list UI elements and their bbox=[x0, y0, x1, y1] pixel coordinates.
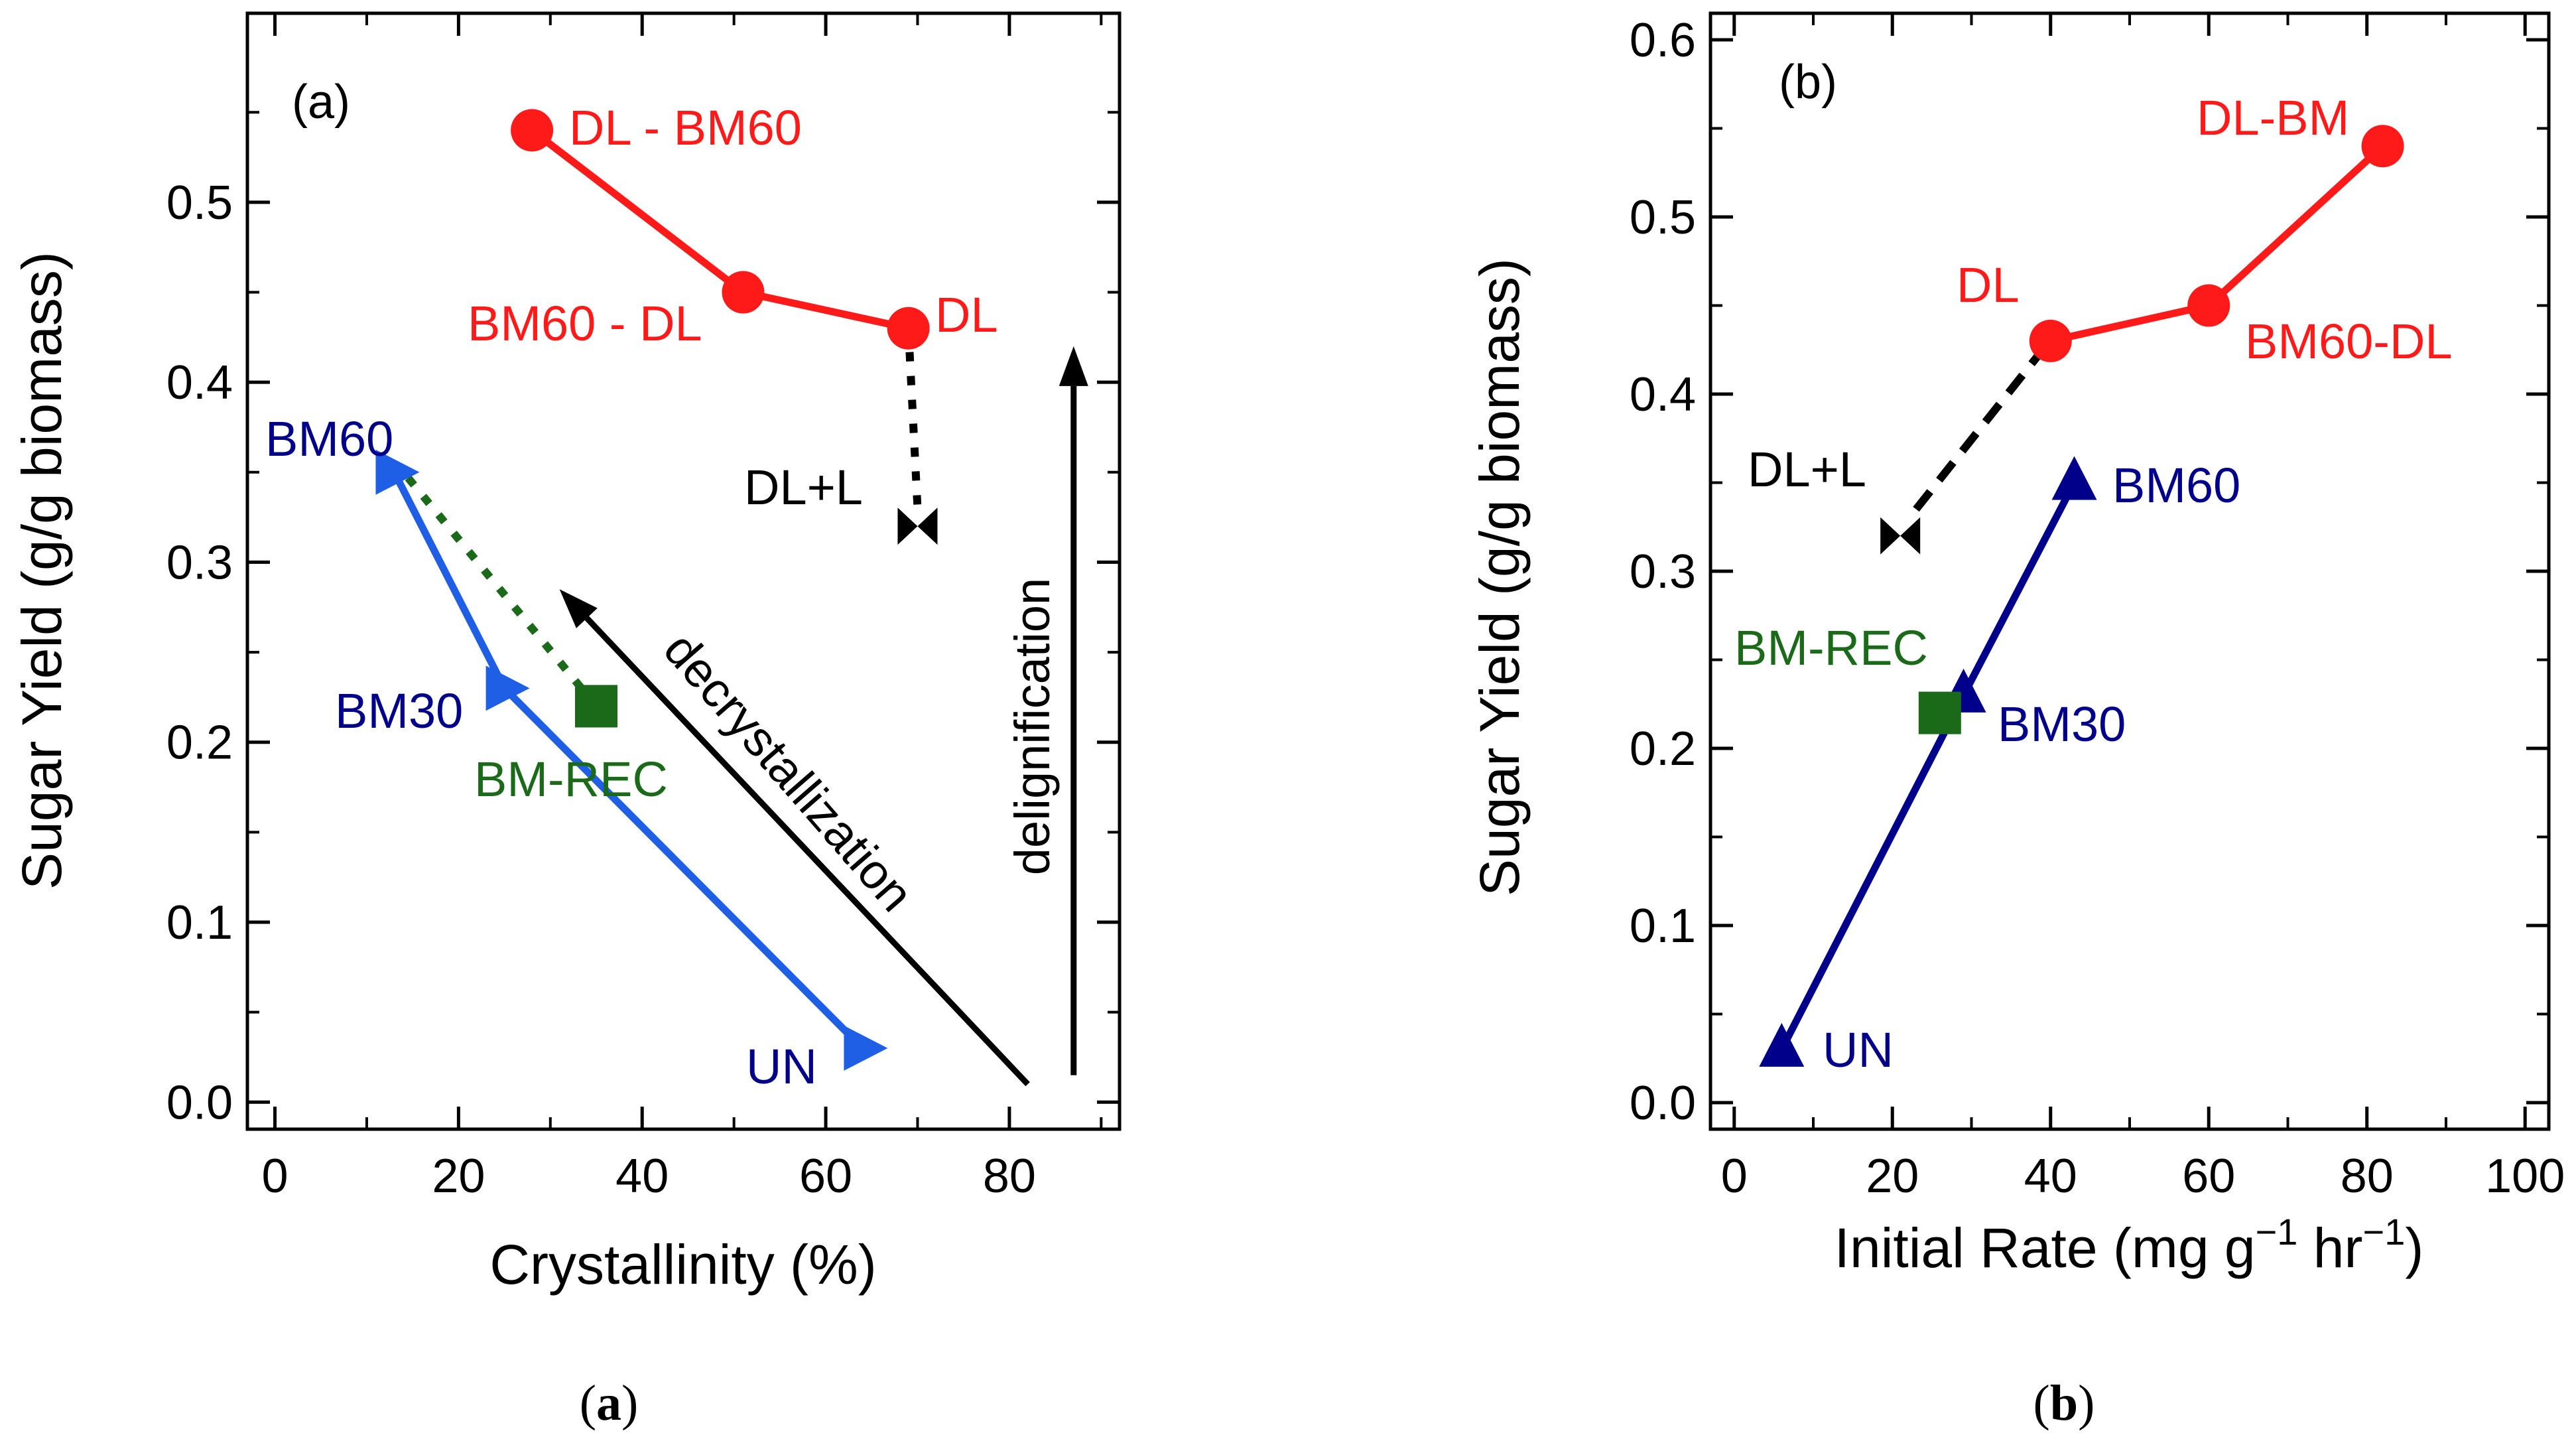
x-tick-label: 20 bbox=[1866, 1150, 1919, 1203]
panel-b-markers bbox=[1759, 125, 2404, 1067]
x-tick-label: 20 bbox=[432, 1150, 485, 1203]
y-tick-label: 0.3 bbox=[1630, 545, 1696, 598]
panel-b-x-tick-labels: 0 20 40 60 80 100 bbox=[1721, 1150, 2565, 1203]
point-label-bm-rec: BM-REC bbox=[1734, 620, 1928, 675]
y-tick-label: 0.4 bbox=[1630, 368, 1696, 421]
marker-dl-plus-l bbox=[897, 508, 938, 545]
panel-a-x-axis-label: Crystallinity (%) bbox=[489, 1233, 876, 1296]
ball-milled-line bbox=[1778, 480, 2078, 1052]
x-tick-label: 80 bbox=[983, 1150, 1036, 1203]
marker-dl-bm bbox=[2361, 125, 2404, 168]
panel-b-series-lines bbox=[1778, 143, 2386, 1052]
panel-a: 0 20 40 60 80 0.0 0.1 0.2 0.3 0.4 0.5 (a) Crystal… bbox=[11, 11, 1122, 1431]
point-label-bm60-dl: BM60 - DL bbox=[468, 296, 702, 351]
marker-bm-rec bbox=[1918, 691, 1961, 734]
x-tick-label: 40 bbox=[2024, 1150, 2077, 1203]
panel-a-ticks bbox=[247, 13, 1120, 1129]
y-tick-label: 0.4 bbox=[166, 356, 233, 409]
panel-a-y-tick-labels: 0.0 0.1 0.2 0.3 0.4 0.5 bbox=[166, 176, 233, 1129]
panel-a-series-lines bbox=[391, 127, 909, 1051]
dotted-connector bbox=[400, 469, 600, 709]
point-label-un: UN bbox=[746, 1039, 817, 1094]
panel-b-caption: (b) bbox=[2033, 1375, 2095, 1431]
panel-a-arrows bbox=[559, 346, 1088, 1087]
marker-dl bbox=[887, 307, 930, 350]
dotted-connector bbox=[904, 328, 922, 509]
delignification-label: delignification bbox=[1005, 578, 1060, 875]
y-tick-label: 0.5 bbox=[166, 176, 233, 230]
y-tick-label: 0.0 bbox=[1630, 1077, 1696, 1130]
dashed-connector bbox=[1913, 347, 2046, 512]
point-label-bm60: BM60 bbox=[2112, 458, 2240, 513]
y-tick-label: 0.2 bbox=[1630, 722, 1696, 776]
marker-un bbox=[844, 1025, 888, 1071]
marker-un bbox=[1759, 1022, 1805, 1067]
y-tick-label: 0.5 bbox=[1630, 191, 1696, 244]
point-label-bm60-dl: BM60-DL bbox=[2245, 314, 2453, 369]
delignification-arrow-head bbox=[1059, 346, 1088, 386]
point-label-dl: DL bbox=[1957, 257, 2020, 312]
point-label-dl-bm: DL-BM bbox=[2197, 90, 2349, 145]
decrystallization-arrow-head bbox=[559, 589, 598, 628]
panel-b: 0 20 40 60 80 100 0.0 0.1 0.2 0.3 0.4 0.5 0.6 (b) I… bbox=[1468, 11, 2565, 1431]
y-tick-label: 0.6 bbox=[1630, 14, 1696, 67]
marker-dl bbox=[2029, 319, 2072, 362]
panel-a-x-tick-labels: 0 20 40 60 80 bbox=[262, 1150, 1036, 1203]
point-label-bm30: BM30 bbox=[1998, 697, 2126, 752]
x-tick-label: 60 bbox=[799, 1150, 852, 1203]
panel-b-ticks bbox=[1710, 13, 2549, 1129]
x-tick-label: 40 bbox=[615, 1150, 669, 1203]
point-label-dl: DL bbox=[935, 287, 998, 342]
x-tick-label: 0 bbox=[262, 1150, 289, 1203]
y-tick-label: 0.3 bbox=[166, 536, 233, 589]
point-label-un: UN bbox=[1823, 1022, 1894, 1077]
x-tick-label: 0 bbox=[1721, 1150, 1748, 1203]
x-tick-label: 80 bbox=[2341, 1150, 2394, 1203]
panel-a-markers bbox=[375, 109, 938, 1071]
point-label-dl-bm60: DL - BM60 bbox=[569, 100, 802, 155]
panel-b-tag: (b) bbox=[1779, 56, 1837, 109]
marker-dl-bm60 bbox=[511, 109, 554, 152]
marker-dl-plus-l bbox=[1880, 517, 1921, 555]
y-tick-label: 0.1 bbox=[166, 896, 233, 949]
x-tick-label: 60 bbox=[2182, 1150, 2235, 1203]
panel-a-tag: (a) bbox=[292, 76, 350, 129]
panel-a-connectors bbox=[400, 328, 922, 709]
point-label-bm-rec: BM-REC bbox=[474, 752, 668, 807]
panel-b-y-tick-labels: 0.0 0.1 0.2 0.3 0.4 0.5 0.6 bbox=[1630, 14, 1696, 1130]
point-label-dl-plus-l: DL+L bbox=[1748, 442, 1866, 497]
marker-bm60 bbox=[2051, 456, 2097, 500]
panel-b-connectors bbox=[1913, 347, 2046, 512]
marker-bm60-dl bbox=[2187, 284, 2230, 327]
panel-a-plot-frame bbox=[245, 11, 1122, 1131]
marker-bm-rec bbox=[575, 685, 617, 728]
panel-a-y-axis-label: Sugar Yield (g/g biomass) bbox=[11, 251, 73, 890]
point-label-bm30: BM30 bbox=[335, 683, 463, 738]
y-tick-label: 0.1 bbox=[1630, 900, 1696, 953]
decrystallization-arrow-shaft bbox=[584, 616, 1030, 1087]
y-tick-label: 0.0 bbox=[166, 1076, 233, 1129]
marker-bm60-dl bbox=[722, 271, 765, 314]
marker-bm30 bbox=[485, 665, 530, 711]
marker-bm60 bbox=[375, 449, 420, 495]
panel-a-caption: (a) bbox=[580, 1375, 639, 1431]
panel-b-y-axis-label: Sugar Yield (g/g biomass) bbox=[1468, 258, 1531, 896]
y-tick-label: 0.2 bbox=[166, 717, 233, 770]
x-tick-label: 100 bbox=[2485, 1150, 2565, 1203]
point-label-dl-plus-l: DL+L bbox=[744, 460, 863, 515]
panel-b-x-axis-label: Initial Rate (mg g−1 hr−1) bbox=[1835, 1211, 2424, 1279]
panel-b-plot-frame bbox=[1708, 11, 2551, 1131]
point-label-bm60: BM60 bbox=[265, 411, 393, 466]
